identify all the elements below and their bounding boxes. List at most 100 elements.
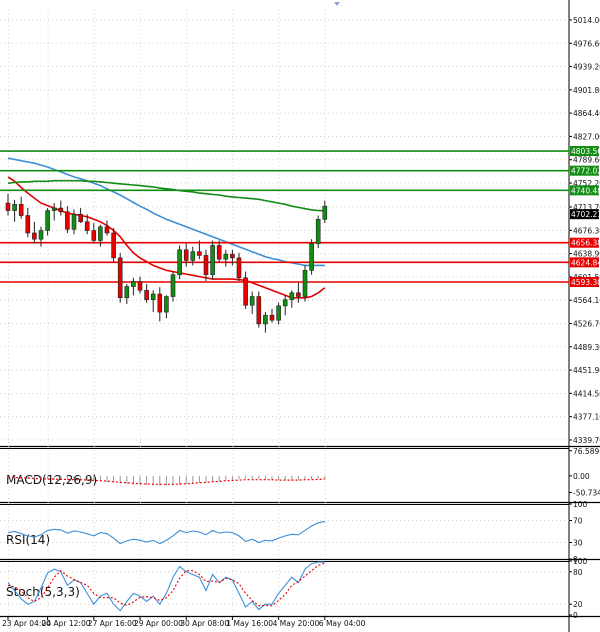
candle-body[interactable] bbox=[91, 230, 97, 241]
candle-body[interactable] bbox=[117, 257, 123, 299]
candle-body[interactable] bbox=[25, 215, 31, 234]
y-tick-label: 4676.30 bbox=[573, 226, 600, 235]
price-panel[interactable]: 5014.00 4976.60 4939.20 4901.80 4864.40 4827.… bbox=[0, 16, 600, 445]
y-tick-label: 4564.10 bbox=[573, 296, 600, 305]
level-price-tag bbox=[570, 277, 599, 288]
candle-body[interactable] bbox=[296, 292, 301, 297]
y-tick-label: 70 bbox=[573, 517, 583, 526]
candle-body[interactable] bbox=[170, 274, 176, 297]
candle-body[interactable] bbox=[322, 205, 328, 220]
candle-body[interactable] bbox=[203, 255, 209, 276]
candle-body[interactable] bbox=[197, 251, 202, 256]
level-price-label: 4593.30 bbox=[571, 278, 600, 287]
candle-body[interactable] bbox=[289, 292, 295, 300]
y-tick-label: 4976.60 bbox=[573, 39, 600, 48]
candle-body[interactable] bbox=[190, 251, 196, 261]
candle-body[interactable] bbox=[150, 293, 156, 300]
candle-body[interactable] bbox=[71, 213, 77, 230]
candle-body[interactable] bbox=[223, 253, 229, 260]
stoch-panel[interactable]: Stoch(5,3,3) 100 80 20 0 bbox=[0, 557, 588, 620]
candle-body[interactable] bbox=[302, 270, 308, 297]
candle-body[interactable] bbox=[216, 245, 222, 260]
candle-body[interactable] bbox=[263, 314, 268, 325]
y-tick-label: 4827.00 bbox=[573, 132, 600, 141]
candle-body[interactable] bbox=[269, 314, 275, 321]
current-price-tag bbox=[570, 209, 599, 220]
candle-body[interactable] bbox=[38, 230, 44, 240]
y-tick-label: 4789.60 bbox=[573, 156, 600, 165]
stoch-label: Stoch(5,3,3) bbox=[6, 585, 80, 599]
rsi-label: RSI(14) bbox=[6, 533, 50, 547]
candle-body[interactable] bbox=[111, 232, 116, 259]
candle-body[interactable] bbox=[45, 210, 50, 231]
y-tick-label: 30 bbox=[573, 539, 583, 548]
level-price-tag bbox=[570, 185, 599, 196]
candle-body[interactable] bbox=[131, 281, 136, 287]
candle-body[interactable] bbox=[309, 243, 314, 271]
y-tick-label: 0 bbox=[573, 555, 578, 564]
candle-body[interactable] bbox=[157, 293, 163, 313]
candle-body[interactable] bbox=[58, 207, 64, 213]
moving-average-line bbox=[7, 179, 325, 212]
y-tick-label: 0 bbox=[573, 611, 578, 620]
y-tick-label: -50.734 bbox=[573, 488, 600, 497]
candle-body[interactable] bbox=[282, 299, 288, 307]
scroll-marker-icon[interactable] bbox=[334, 2, 340, 6]
level-price-label: 4772.02 bbox=[571, 167, 600, 176]
y-tick-label: 20 bbox=[573, 600, 583, 609]
candle-body[interactable] bbox=[5, 202, 11, 211]
candle-body[interactable] bbox=[78, 213, 83, 223]
y-tick-label: 4752.20 bbox=[573, 179, 600, 188]
candle-body[interactable] bbox=[276, 305, 281, 321]
x-tick-label: 6 May 04:00 bbox=[319, 619, 366, 628]
candle-body[interactable] bbox=[32, 232, 37, 240]
candle-body[interactable] bbox=[12, 204, 17, 211]
candle-body[interactable] bbox=[18, 204, 24, 216]
candle-body[interactable] bbox=[236, 257, 242, 279]
rsi-panel[interactable]: RSI(14) 100 70 30 0 bbox=[0, 500, 588, 564]
y-tick-label: 4864.40 bbox=[573, 109, 600, 118]
moving-average-line bbox=[7, 157, 325, 267]
y-tick-label: 4638.90 bbox=[573, 250, 600, 259]
y-tick-label: 4339.70 bbox=[573, 436, 600, 445]
moving-average-line bbox=[7, 176, 326, 299]
level-price-tag bbox=[570, 237, 599, 248]
stoch-k-line bbox=[7, 561, 325, 612]
y-tick-label: 80 bbox=[573, 568, 583, 577]
candle-body[interactable] bbox=[177, 249, 182, 276]
candle-body[interactable] bbox=[210, 245, 215, 276]
candle-body[interactable] bbox=[243, 277, 248, 306]
candle-body[interactable] bbox=[315, 218, 321, 244]
candle-body[interactable] bbox=[104, 226, 110, 234]
macd-panel[interactable]: MACD(12,26,9) 76.589 0.00 -50.734 bbox=[6, 447, 600, 498]
y-tick-label: 4451.90 bbox=[573, 366, 600, 375]
current-price-label: 4702.21 bbox=[571, 210, 600, 219]
candle-body[interactable] bbox=[144, 289, 149, 300]
y-tick-label: 100 bbox=[573, 500, 588, 509]
candle-body[interactable] bbox=[183, 249, 189, 261]
candle-body[interactable] bbox=[137, 281, 143, 291]
candle-body[interactable] bbox=[230, 253, 235, 259]
x-tick-label: 1 May 16:00 bbox=[226, 619, 273, 628]
y-tick-label: 5014.00 bbox=[573, 16, 600, 25]
candle-body[interactable] bbox=[84, 221, 90, 231]
candle-body[interactable] bbox=[256, 296, 262, 325]
macd-label: MACD(12,26,9) bbox=[6, 473, 97, 487]
candle-body[interactable] bbox=[51, 207, 57, 211]
candle-body[interactable] bbox=[164, 296, 169, 313]
x-tick-label: 23 Apr 04:00 bbox=[2, 619, 51, 628]
candle-body[interactable] bbox=[249, 296, 255, 306]
stoch-d-line bbox=[7, 562, 325, 607]
candle-body[interactable] bbox=[124, 286, 130, 299]
y-tick-label: 4377.10 bbox=[573, 413, 600, 422]
candle-body[interactable] bbox=[98, 226, 103, 241]
level-price-tag bbox=[570, 146, 599, 157]
y-tick-label: 4526.70 bbox=[573, 319, 600, 328]
y-tick-label: 4939.20 bbox=[573, 63, 600, 72]
x-tick-label: 4 May 20:00 bbox=[273, 619, 320, 628]
y-tick-label: 4901.80 bbox=[573, 86, 600, 95]
candle-body[interactable] bbox=[65, 211, 70, 230]
